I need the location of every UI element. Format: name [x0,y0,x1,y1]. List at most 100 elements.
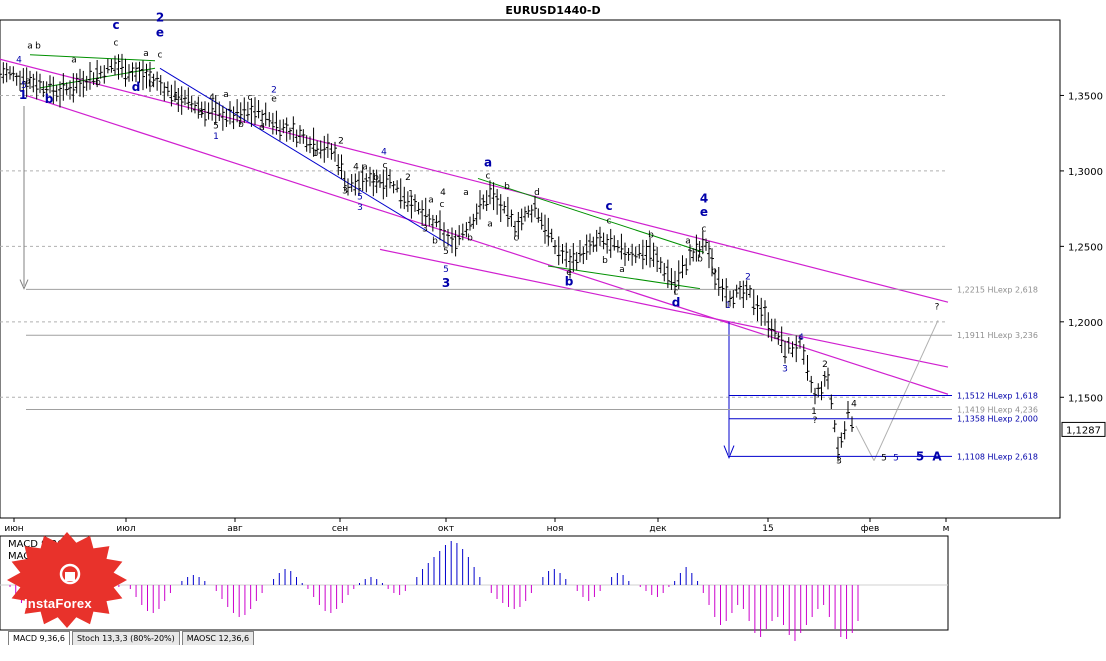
x-tick-label: июл [116,524,135,534]
wave-label: a [463,188,469,198]
wave-label: 5 [916,450,924,464]
wave-label: 3 [198,108,204,118]
macd-label: MACD 9,36,6 [8,539,73,550]
channel-line [0,58,949,303]
wave-label: 3 [836,457,842,467]
wave-label: 1 [213,132,219,142]
wave-label: b [711,267,717,277]
wave-label: c [674,288,679,298]
wave-label: 4 [798,333,804,343]
channel-line [25,94,949,395]
level-label: 1,1419 HLexp 4,236 [957,405,1038,414]
wave-label: a [685,236,691,246]
wave-label: 5 [213,122,219,132]
wave-label: 4 [16,55,22,65]
trend-channels [0,54,949,461]
wave-label: ? [935,303,940,313]
wave-label: 3 [342,187,348,197]
wave-label: 2 [745,273,751,283]
wave-label: b [238,120,244,130]
wave-label: 5 [357,193,363,203]
wave-label: 2 [405,173,411,183]
level-label: 1,1512 HLexp 1,618 [957,391,1038,400]
wave-label: 4 [353,162,359,172]
wave-label: 5 [21,81,27,91]
wave-label: c [158,51,163,61]
x-tick-label: сен [332,524,348,534]
wave-label: b [697,254,703,264]
wave-label: a [143,49,149,59]
wave-label: 1 [173,93,179,103]
wave-label: a [27,42,33,52]
main-plot-frame [0,19,1061,519]
wave-label: 1 [811,407,817,417]
projection-levels: 1,2215 HLexp 2,618 1,1911 HLexp 3,236 1,15… [26,285,1038,461]
wave-label: a [25,76,31,86]
level-label: 1,1358 HLexp 2,000 [957,415,1038,424]
green-trendline [477,177,705,253]
x-tick-label: июн [4,524,23,534]
wave-label: b [432,236,438,246]
wave-label: A [932,450,942,464]
x-tick-label: дек [649,524,667,534]
wave-label: c [112,18,119,32]
tab-maosc[interactable]: MAOSC 12,36,6 [181,631,255,645]
tab-stoch[interactable]: Stoch 13,3,3 (80%-20%) [71,631,180,645]
wave-label: 3 [357,203,363,213]
x-tick-label: фев [861,524,880,534]
level-label: 1,1911 HLexp 3,236 [957,331,1038,340]
wave-label: c [440,200,445,210]
wave-label: a [362,162,368,172]
y-tick-label: 1,1500 [1068,393,1103,404]
wave-label: 3 [422,224,428,234]
wave-label: a [487,220,493,230]
wave-label: b [602,256,608,266]
tab-macd[interactable]: MACD 9,36,6 [8,631,70,645]
indicator-tabs: MACD 9,36,6 Stoch 13,3,3 (80%-20%) MAOSC… [0,631,1106,645]
wave-label: ? [813,416,818,426]
wave-label: c [114,39,119,49]
channel-line [379,248,949,368]
x-tick-label: окт [438,524,454,534]
wave-label: 2 [338,137,344,147]
wave-label: c [605,199,612,213]
wave-label: 1 [19,88,27,102]
wave-label: a [223,90,229,100]
level-label: 1,2215 HLexp 2,618 [957,285,1038,294]
wave-label: c [383,161,388,171]
wave-label: 5 [881,454,887,464]
wave-label: d [672,296,681,310]
wave-label: 5 [443,247,449,257]
wave-label: a [484,155,492,169]
wave-label: d [259,123,265,133]
wave-label: 2 [156,11,164,25]
wave-label: d [132,80,141,94]
wave-label: 5 [443,265,449,275]
x-tick-label: 15 [762,524,773,534]
wave-label: 1 [725,301,731,311]
y-tick-label: 1,2000 [1068,318,1103,329]
wave-label: e [156,26,164,40]
wave-label: 4 [440,188,446,198]
y-tick-label: 1,3500 [1068,91,1103,102]
y-tick-label: 1,3000 [1068,167,1103,178]
wave-label: c [486,171,491,181]
axes: 1,3500 1,3000 1,2500 1,2000 1,1500 1,1287 июн и… [4,91,1106,534]
instaforex-logo [7,532,127,628]
macd-plot-frame [0,535,949,631]
wave-label: 1 [312,149,318,159]
wave-label: b [95,78,101,88]
wave-label: a [428,196,434,206]
level-label: 1,1108 HLexp 2,618 [957,452,1038,461]
wave-label: 3 [442,276,450,290]
arrowhead [723,445,735,459]
wave-label: b [504,182,510,192]
wave-label: b [565,275,574,289]
wave-label: e [566,268,572,278]
wave-label: 2 [822,360,828,370]
macd-histogram [0,541,948,641]
arrowhead [19,279,29,290]
y-tick-label: 1,2500 [1068,242,1103,253]
wave-label: 4 [209,93,215,103]
